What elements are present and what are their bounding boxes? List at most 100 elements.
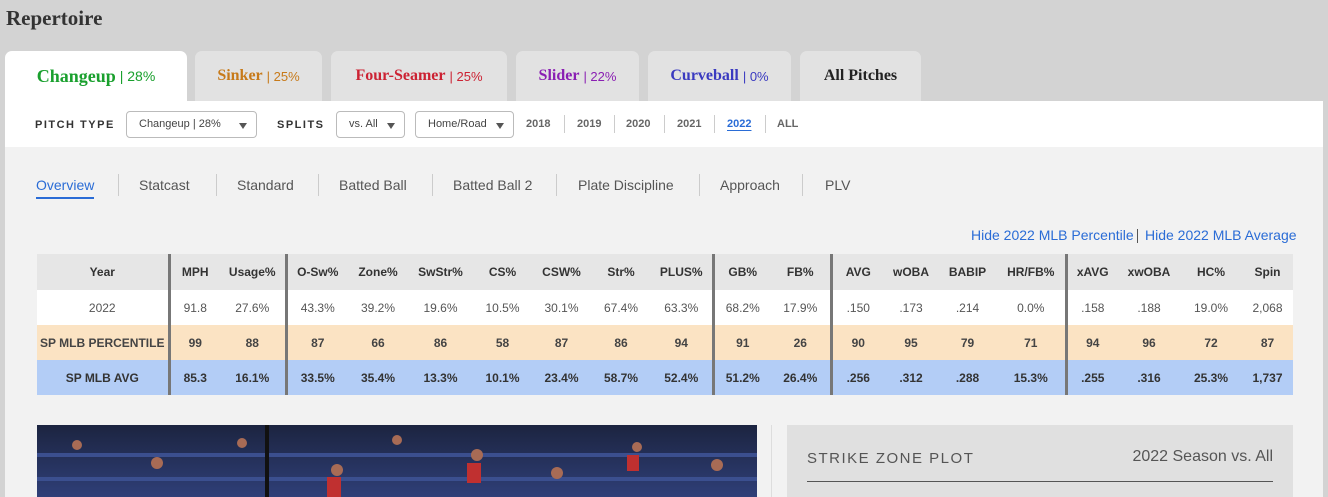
toggle-link[interactable]: Hide 2022 MLB Average — [1145, 227, 1297, 243]
video-thumbnail[interactable] — [37, 425, 757, 497]
separator — [714, 115, 715, 133]
column-header: Str% — [591, 254, 651, 290]
table-cell: 95 — [884, 325, 938, 360]
tab-name: All Pitches — [823, 67, 898, 84]
column-header: HR/FB% — [997, 254, 1068, 290]
subtab[interactable]: Overview — [36, 177, 95, 199]
column-header: HC% — [1180, 254, 1242, 290]
table-cell: .312 — [884, 360, 938, 395]
pitch-tab[interactable]: Changeup | 28% — [5, 51, 187, 101]
table-cell: 85.3 — [169, 360, 220, 395]
year-link[interactable]: 2020 — [626, 118, 651, 130]
table-cell: .255 — [1066, 360, 1118, 395]
pitch-tab[interactable]: All Pitches — [800, 51, 921, 101]
year-link[interactable]: 2021 — [677, 118, 702, 130]
table-row: SP MLB PERCENTILE 99 88 87 66 86 58 87 86 94 91 26 9… — [37, 325, 1293, 360]
column-header: BABIP — [938, 254, 997, 290]
table-cell: 43.3% — [286, 290, 348, 325]
column-header: Spin — [1242, 254, 1293, 290]
table-cell: 26.4% — [771, 360, 833, 395]
table-cell: 66 — [348, 325, 408, 360]
column-header: Zone% — [348, 254, 408, 290]
table-cell: 87 — [532, 325, 591, 360]
tab-pct: | 25% — [449, 68, 483, 84]
table-cell: 17.9% — [771, 290, 833, 325]
pitch-tab[interactable]: Sinker | 25% — [195, 51, 322, 101]
location-dropdown[interactable]: Home/Road — [415, 111, 514, 138]
table-cell: 71 — [997, 325, 1068, 360]
pitch-type-dropdown[interactable]: Changeup | 28% — [126, 111, 257, 138]
table-cell: .173 — [884, 290, 938, 325]
table-cell: 26 — [771, 325, 833, 360]
subtab[interactable]: Plate Discipline — [578, 177, 674, 193]
year-link[interactable]: 2018 — [526, 118, 551, 130]
table-cell: 99 — [169, 325, 220, 360]
table-cell: .158 — [1066, 290, 1118, 325]
year-link[interactable]: ALL — [777, 118, 799, 130]
subtab[interactable]: Batted Ball 2 — [453, 177, 533, 193]
table-cell: 2,068 — [1242, 290, 1293, 325]
tab-pct: | 28% — [119, 68, 156, 84]
tab-pct: | 0% — [742, 68, 769, 84]
separator — [664, 115, 665, 133]
pitch-tab[interactable]: Four-Seamer | 25% — [331, 51, 507, 101]
separator — [765, 115, 766, 133]
column-header: SwStr% — [408, 254, 473, 290]
header-row: Year MPH Usage% O-Sw% Zone% SwStr% CS% CSW% Str%… — [37, 254, 1293, 290]
table-cell: 86 — [408, 325, 473, 360]
table-cell: 52.4% — [651, 360, 715, 395]
table-cell: 0.0% — [997, 290, 1068, 325]
column-header: CS% — [473, 254, 532, 290]
splits-dropdown[interactable]: vs. All — [336, 111, 405, 138]
table-cell: 10.1% — [473, 360, 532, 395]
subtab[interactable]: PLV — [825, 177, 851, 193]
table-cell: 23.4% — [532, 360, 591, 395]
table-cell: SP MLB AVG — [37, 360, 171, 395]
table-cell: 35.4% — [348, 360, 408, 395]
year-link[interactable]: 2019 — [577, 118, 602, 130]
divider — [771, 425, 772, 497]
table-cell: 72 — [1180, 325, 1242, 360]
table-cell: .316 — [1118, 360, 1180, 395]
table-cell: 94 — [651, 325, 715, 360]
year-link[interactable]: 2022 — [727, 118, 752, 130]
table-cell: 67.4% — [591, 290, 651, 325]
column-header: O-Sw% — [286, 254, 348, 290]
divider — [807, 481, 1273, 482]
subtab[interactable]: Approach — [720, 177, 780, 193]
pitch-tab[interactable]: Slider | 22% — [516, 51, 639, 101]
column-header: AVG — [831, 254, 884, 290]
column-header: xAVG — [1066, 254, 1118, 290]
separator — [564, 115, 565, 133]
table-cell: 58 — [473, 325, 532, 360]
table-cell: 27.6% — [220, 290, 288, 325]
subtab[interactable]: Standard — [237, 177, 294, 193]
table-cell: 86 — [591, 325, 651, 360]
subtab[interactable]: Batted Ball — [339, 177, 407, 193]
separator — [432, 174, 433, 196]
table-cell: .188 — [1118, 290, 1180, 325]
table-cell: 87 — [286, 325, 348, 360]
filter-label: SPLITS — [277, 119, 325, 131]
panel-subtitle: 2022 Season vs. All — [1132, 448, 1273, 465]
table-cell: 2022 — [37, 290, 171, 325]
table-cell: 25.3% — [1180, 360, 1242, 395]
column-header: xwOBA — [1118, 254, 1180, 290]
table-cell: .256 — [831, 360, 884, 395]
table-cell: 68.2% — [713, 290, 771, 325]
table-cell: .150 — [831, 290, 884, 325]
pitch-tab[interactable]: Curveball | 0% — [648, 51, 791, 101]
table-cell: 51.2% — [713, 360, 771, 395]
separator — [118, 174, 119, 196]
table-cell: 90 — [831, 325, 884, 360]
toggle-link[interactable]: Hide 2022 MLB Percentile — [971, 227, 1134, 243]
table-cell: 96 — [1118, 325, 1180, 360]
filter-label: PITCH TYPE — [35, 119, 115, 131]
column-header: CSW% — [532, 254, 591, 290]
subtab[interactable]: Statcast — [139, 177, 190, 193]
table-cell: 30.1% — [532, 290, 591, 325]
tab-name: Changeup — [36, 65, 116, 86]
table-cell: .214 — [938, 290, 997, 325]
table-cell: 19.0% — [1180, 290, 1242, 325]
